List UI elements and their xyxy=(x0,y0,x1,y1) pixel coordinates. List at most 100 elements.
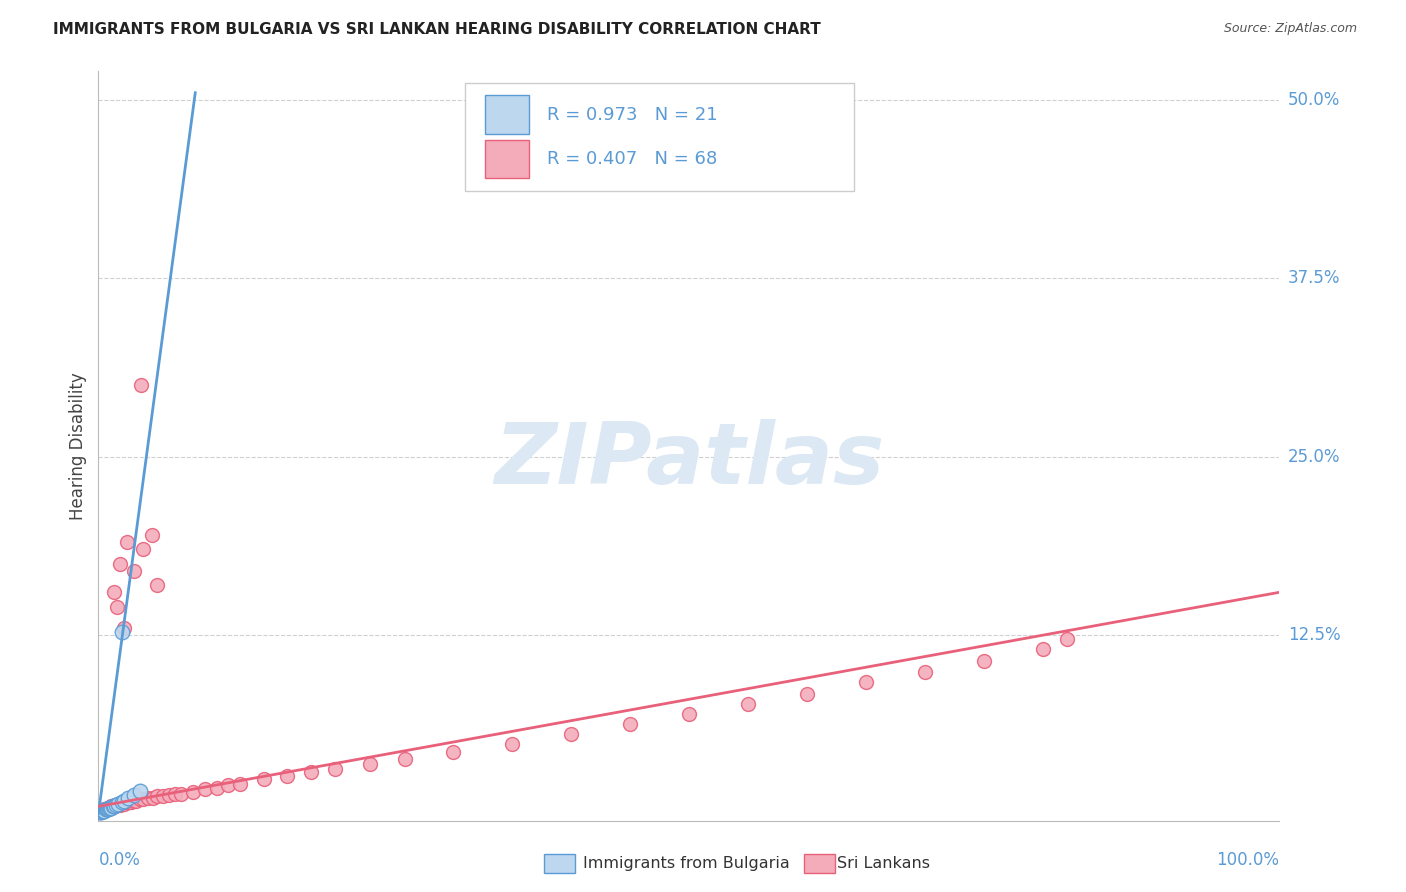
Point xyxy=(97,802,120,816)
Point xyxy=(96,802,118,816)
Point xyxy=(100,801,122,815)
Point xyxy=(96,802,118,816)
Point xyxy=(100,799,122,814)
Point xyxy=(112,794,135,808)
Point xyxy=(796,687,818,701)
Point xyxy=(501,737,523,751)
Point xyxy=(146,578,169,592)
Point xyxy=(90,804,112,818)
Point xyxy=(441,745,464,759)
Point xyxy=(142,790,165,805)
Point xyxy=(98,801,121,815)
Text: IMMIGRANTS FROM BULGARIA VS SRI LANKAN HEARING DISABILITY CORRELATION CHART: IMMIGRANTS FROM BULGARIA VS SRI LANKAN H… xyxy=(53,22,821,37)
Point xyxy=(122,788,145,802)
Point xyxy=(103,799,125,814)
Text: Source: ZipAtlas.com: Source: ZipAtlas.com xyxy=(1223,22,1357,36)
Point xyxy=(205,780,228,795)
Point xyxy=(103,585,125,599)
Point xyxy=(115,535,138,549)
Point xyxy=(101,799,124,814)
Point xyxy=(105,797,128,812)
Text: 25.0%: 25.0% xyxy=(1288,448,1340,466)
Point xyxy=(165,787,187,801)
Text: R = 0.407   N = 68: R = 0.407 N = 68 xyxy=(547,150,717,169)
Point xyxy=(117,790,139,805)
Point xyxy=(299,765,322,780)
Point xyxy=(217,778,239,792)
Point xyxy=(276,769,298,783)
Point xyxy=(108,797,131,812)
Point xyxy=(129,378,152,392)
Point xyxy=(93,802,115,816)
Point xyxy=(105,797,128,812)
Point xyxy=(253,772,276,787)
Point xyxy=(98,801,121,815)
Point xyxy=(323,762,346,776)
Point xyxy=(359,756,381,771)
Point xyxy=(122,564,145,578)
Point xyxy=(229,776,252,790)
Point xyxy=(125,794,148,808)
Point xyxy=(98,801,121,815)
Point xyxy=(103,799,125,814)
Point xyxy=(1032,642,1054,657)
Point xyxy=(108,557,131,571)
Text: 12.5%: 12.5% xyxy=(1288,626,1340,644)
FancyBboxPatch shape xyxy=(464,83,855,191)
Point xyxy=(94,802,117,816)
Text: 0.0%: 0.0% xyxy=(98,851,141,869)
Point xyxy=(122,794,145,808)
Text: 50.0%: 50.0% xyxy=(1288,91,1340,109)
Point xyxy=(136,790,159,805)
Point xyxy=(90,805,112,819)
Text: R = 0.973   N = 21: R = 0.973 N = 21 xyxy=(547,105,718,124)
Point xyxy=(157,788,180,802)
Point xyxy=(181,785,204,799)
Point xyxy=(394,752,416,766)
Text: ZIPatlas: ZIPatlas xyxy=(494,419,884,502)
Text: 100.0%: 100.0% xyxy=(1216,851,1279,869)
Point xyxy=(170,787,193,801)
Point xyxy=(128,792,150,806)
Point xyxy=(97,801,120,815)
Text: Immigrants from Bulgaria: Immigrants from Bulgaria xyxy=(583,856,790,871)
Bar xyxy=(485,95,530,134)
Point xyxy=(89,805,111,819)
Y-axis label: Hearing Disability: Hearing Disability xyxy=(69,372,87,520)
Point xyxy=(141,528,163,542)
Point xyxy=(121,795,143,809)
Point xyxy=(194,782,217,797)
Point xyxy=(152,789,174,804)
Point xyxy=(128,783,150,797)
Point xyxy=(91,804,114,818)
Point xyxy=(98,801,121,815)
Point xyxy=(93,804,115,818)
Point xyxy=(112,797,135,811)
Point xyxy=(146,789,169,804)
Point xyxy=(111,795,134,809)
Point xyxy=(914,665,936,680)
Bar xyxy=(485,140,530,178)
Point xyxy=(89,805,111,819)
Point xyxy=(107,797,129,811)
Point xyxy=(115,795,138,809)
Point xyxy=(678,706,700,721)
Point xyxy=(132,542,155,557)
Text: Sri Lankans: Sri Lankans xyxy=(837,856,929,871)
Point xyxy=(101,799,124,814)
Point xyxy=(105,797,128,812)
Point xyxy=(112,621,135,635)
Point xyxy=(855,675,877,690)
Point xyxy=(619,716,641,731)
Point xyxy=(110,797,132,811)
Point xyxy=(107,797,129,812)
Point xyxy=(91,804,114,818)
Point xyxy=(132,792,155,806)
Point xyxy=(94,802,117,816)
Point xyxy=(560,726,582,740)
Point xyxy=(973,654,995,668)
Text: 37.5%: 37.5% xyxy=(1288,269,1340,287)
Point xyxy=(737,697,759,711)
Point xyxy=(118,795,141,809)
Point xyxy=(111,625,134,640)
